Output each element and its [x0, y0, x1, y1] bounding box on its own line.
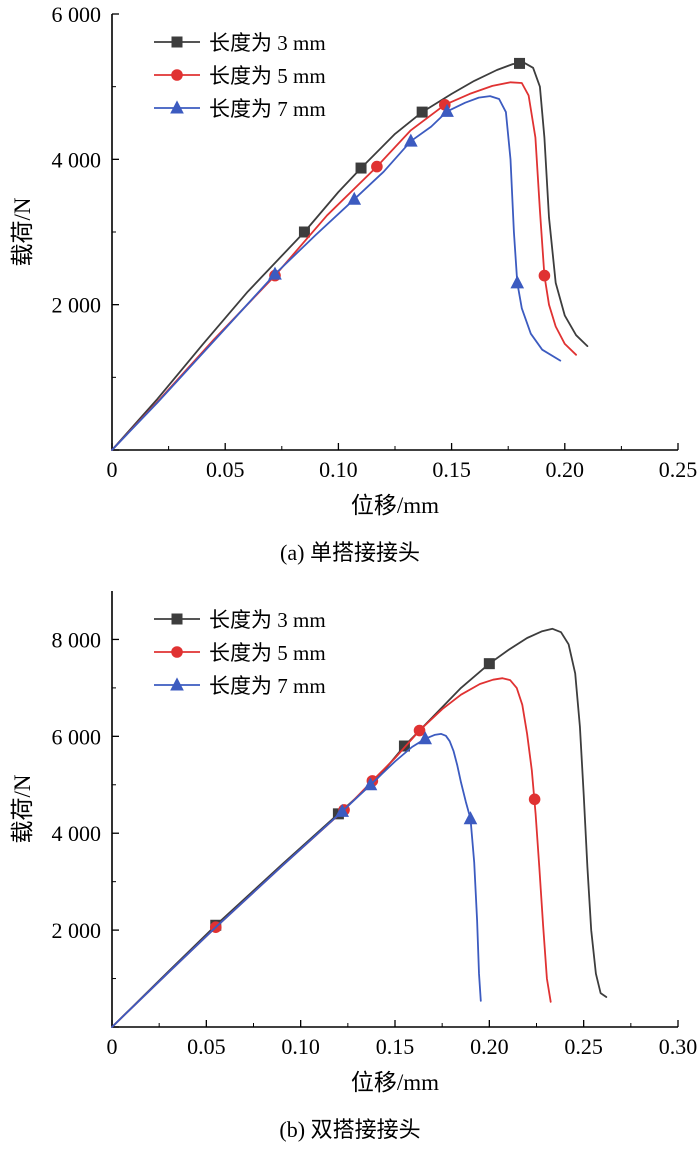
- y-tick-label: 2 000: [52, 293, 102, 318]
- legend-label-2: 长度为 7 mm: [209, 97, 326, 121]
- circle-marker: [371, 160, 383, 173]
- figure-a: 0 0.05 0.10 0.15 0.20 0.25 2 000 4 000 6 000 位移/m…: [10, 2, 697, 565]
- square-marker: [514, 57, 526, 69]
- x-tick-label: 0: [107, 457, 118, 482]
- y-axis-label: 载荷/N: [10, 774, 35, 843]
- x-axis-label: 位移/mm: [351, 1070, 439, 1095]
- y-tick-label: 4 000: [52, 821, 102, 846]
- x-tick-label: 0.05: [206, 457, 245, 482]
- square-marker: [398, 740, 410, 752]
- triangle-marker: [440, 103, 454, 117]
- y-tick-label: 2 000: [52, 918, 102, 943]
- x-tick-label: 0.10: [319, 457, 358, 482]
- chart-a: 0 0.05 0.10 0.15 0.20 0.25 2 000 4 000 6 000 位移/m…: [10, 2, 697, 518]
- x-tick-label: 0.15: [432, 457, 471, 482]
- legend-label-0: 长度为 3 mm: [209, 31, 326, 55]
- x-axis-label: 位移/mm: [351, 493, 439, 518]
- x-tick-label: 0: [107, 1034, 118, 1059]
- circle-marker: [171, 646, 183, 658]
- caption-a: (a) 单搭接接头: [280, 540, 420, 565]
- plot-area: 0 0.05 0.10 0.15 0.20 0.25 2 000 4 000 6 000 位移/m…: [10, 2, 697, 518]
- legend-label-1: 长度为 5 mm: [209, 64, 326, 88]
- y-axis-label: 载荷/N: [10, 197, 35, 266]
- square-marker: [483, 658, 495, 670]
- legend: 长度为 3 mm 长度为 5 mm 长度为 7 mm: [154, 608, 326, 698]
- y-tick-label: 6 000: [52, 724, 102, 749]
- circle-marker: [413, 724, 426, 737]
- triangle-marker: [347, 191, 362, 205]
- triangle-marker: [170, 677, 184, 691]
- legend-label-0: 长度为 3 mm: [209, 608, 326, 632]
- x-tick-label: 0.05: [187, 1034, 226, 1059]
- plot-area: 0 0.05 0.10 0.15 0.20 0.25 0.30 2 000 4 000 6 000…: [10, 591, 697, 1095]
- square-marker: [355, 162, 367, 174]
- triangle-marker: [510, 275, 525, 289]
- triangle-marker: [404, 133, 418, 147]
- x-tick-label: 0.20: [546, 457, 585, 482]
- x-tick-label: 0.25: [564, 1034, 603, 1059]
- legend-label-2: 长度为 7 mm: [209, 674, 326, 698]
- figure-b: 0 0.05 0.10 0.15 0.20 0.25 0.30 2 000 4 000 6 000…: [0, 577, 700, 1154]
- circle-marker: [528, 793, 541, 806]
- x-tick-label: 0.30: [659, 1034, 698, 1059]
- y-tick-label: 4 000: [52, 147, 102, 172]
- circle-marker: [171, 69, 183, 81]
- circle-marker: [538, 269, 551, 282]
- x-tick-label: 0.10: [281, 1034, 320, 1059]
- square-marker: [298, 226, 310, 238]
- x-tick-label: 0.20: [470, 1034, 509, 1059]
- triangle-marker: [335, 803, 349, 817]
- legend-label-1: 长度为 5 mm: [209, 641, 326, 665]
- triangle-marker: [463, 811, 478, 825]
- axes: [111, 14, 678, 451]
- triangle-marker: [170, 100, 184, 114]
- triangle-marker: [418, 731, 433, 745]
- square-marker: [416, 106, 428, 118]
- series-line-2: [111, 733, 482, 1028]
- square-marker: [171, 36, 183, 48]
- x-tick-label: 0.25: [659, 457, 698, 482]
- axes: [111, 591, 678, 1028]
- y-tick-label: 6 000: [52, 2, 102, 27]
- series-line-1: [111, 677, 552, 1028]
- legend: 长度为 3 mm 长度为 5 mm 长度为 7 mm: [154, 31, 326, 121]
- series-line-1: [111, 81, 577, 451]
- series-line-0: [111, 61, 589, 451]
- y-tick-label: 8 000: [52, 627, 102, 652]
- triangle-marker: [363, 777, 378, 791]
- chart-b: 0 0.05 0.10 0.15 0.20 0.25 0.30 2 000 4 000 6 000…: [10, 591, 697, 1095]
- square-marker: [171, 613, 183, 625]
- x-tick-label: 0.15: [376, 1034, 415, 1059]
- series-line-2: [111, 95, 562, 451]
- caption-b: (b) 双搭接接头: [279, 1117, 421, 1142]
- series-line-0: [111, 627, 608, 1028]
- triangle-marker: [268, 266, 282, 280]
